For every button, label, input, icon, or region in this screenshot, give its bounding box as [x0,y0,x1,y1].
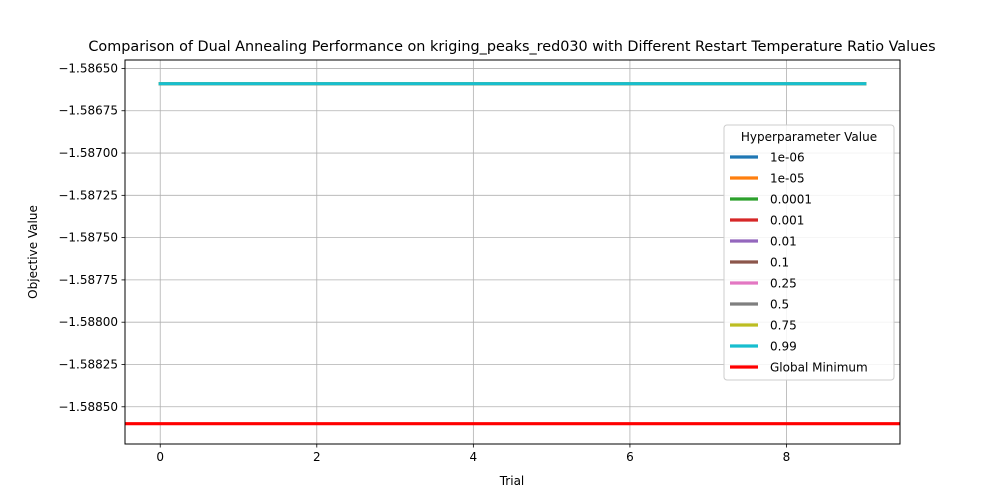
legend-entry-label: 0.99 [770,340,797,354]
y-axis-label: Objective Value [26,205,40,299]
legend-box [723,124,895,381]
y-tick-label: −1.58750 [58,231,118,245]
x-tick-label: 6 [626,450,634,464]
y-axis-ticks: −1.58650 −1.58675 −1.58700 −1.58725 −1.58750… [58,61,125,414]
legend-entry-label: 0.1 [770,256,789,270]
legend-entry-label: 0.001 [770,214,804,228]
legend-entry-label: 1e-05 [770,172,805,186]
y-tick-label: −1.58725 [58,188,118,202]
y-tick-label: −1.58850 [58,400,118,414]
legend-entry-label: 0.25 [770,277,797,291]
x-axis-label: Trial [499,474,525,488]
x-tick-label: 8 [783,450,791,464]
y-tick-label: −1.58700 [58,146,118,160]
legend-entry-label: 0.01 [770,235,797,249]
y-tick-label: −1.58800 [58,315,118,329]
legend-entry-label: Global Minimum [770,361,868,375]
x-tick-label: 2 [313,450,321,464]
legend-entry-label: 0.0001 [770,193,812,207]
legend: Hyperparameter Value 1e-06 1e-05 0.0001 0.00… [723,124,895,381]
y-tick-label: −1.58825 [58,357,118,371]
chart-title: Comparison of Dual Annealing Performance… [88,39,935,55]
series-lines [125,82,900,426]
plot-frame [124,59,901,445]
legend-entry-label: 0.75 [770,319,797,333]
y-tick-label: −1.58775 [58,273,118,287]
y-tick-label: −1.58675 [58,104,118,118]
x-axis-ticks: 0 2 4 6 8 [156,444,790,464]
y-tick-label: −1.58650 [58,61,118,75]
x-tick-label: 4 [470,450,478,464]
legend-title: Hyperparameter Value [741,130,877,144]
x-tick-label: 0 [156,450,164,464]
legend-entry-label: 1e-06 [770,151,805,165]
legend-entry-label: 0.5 [770,298,789,312]
